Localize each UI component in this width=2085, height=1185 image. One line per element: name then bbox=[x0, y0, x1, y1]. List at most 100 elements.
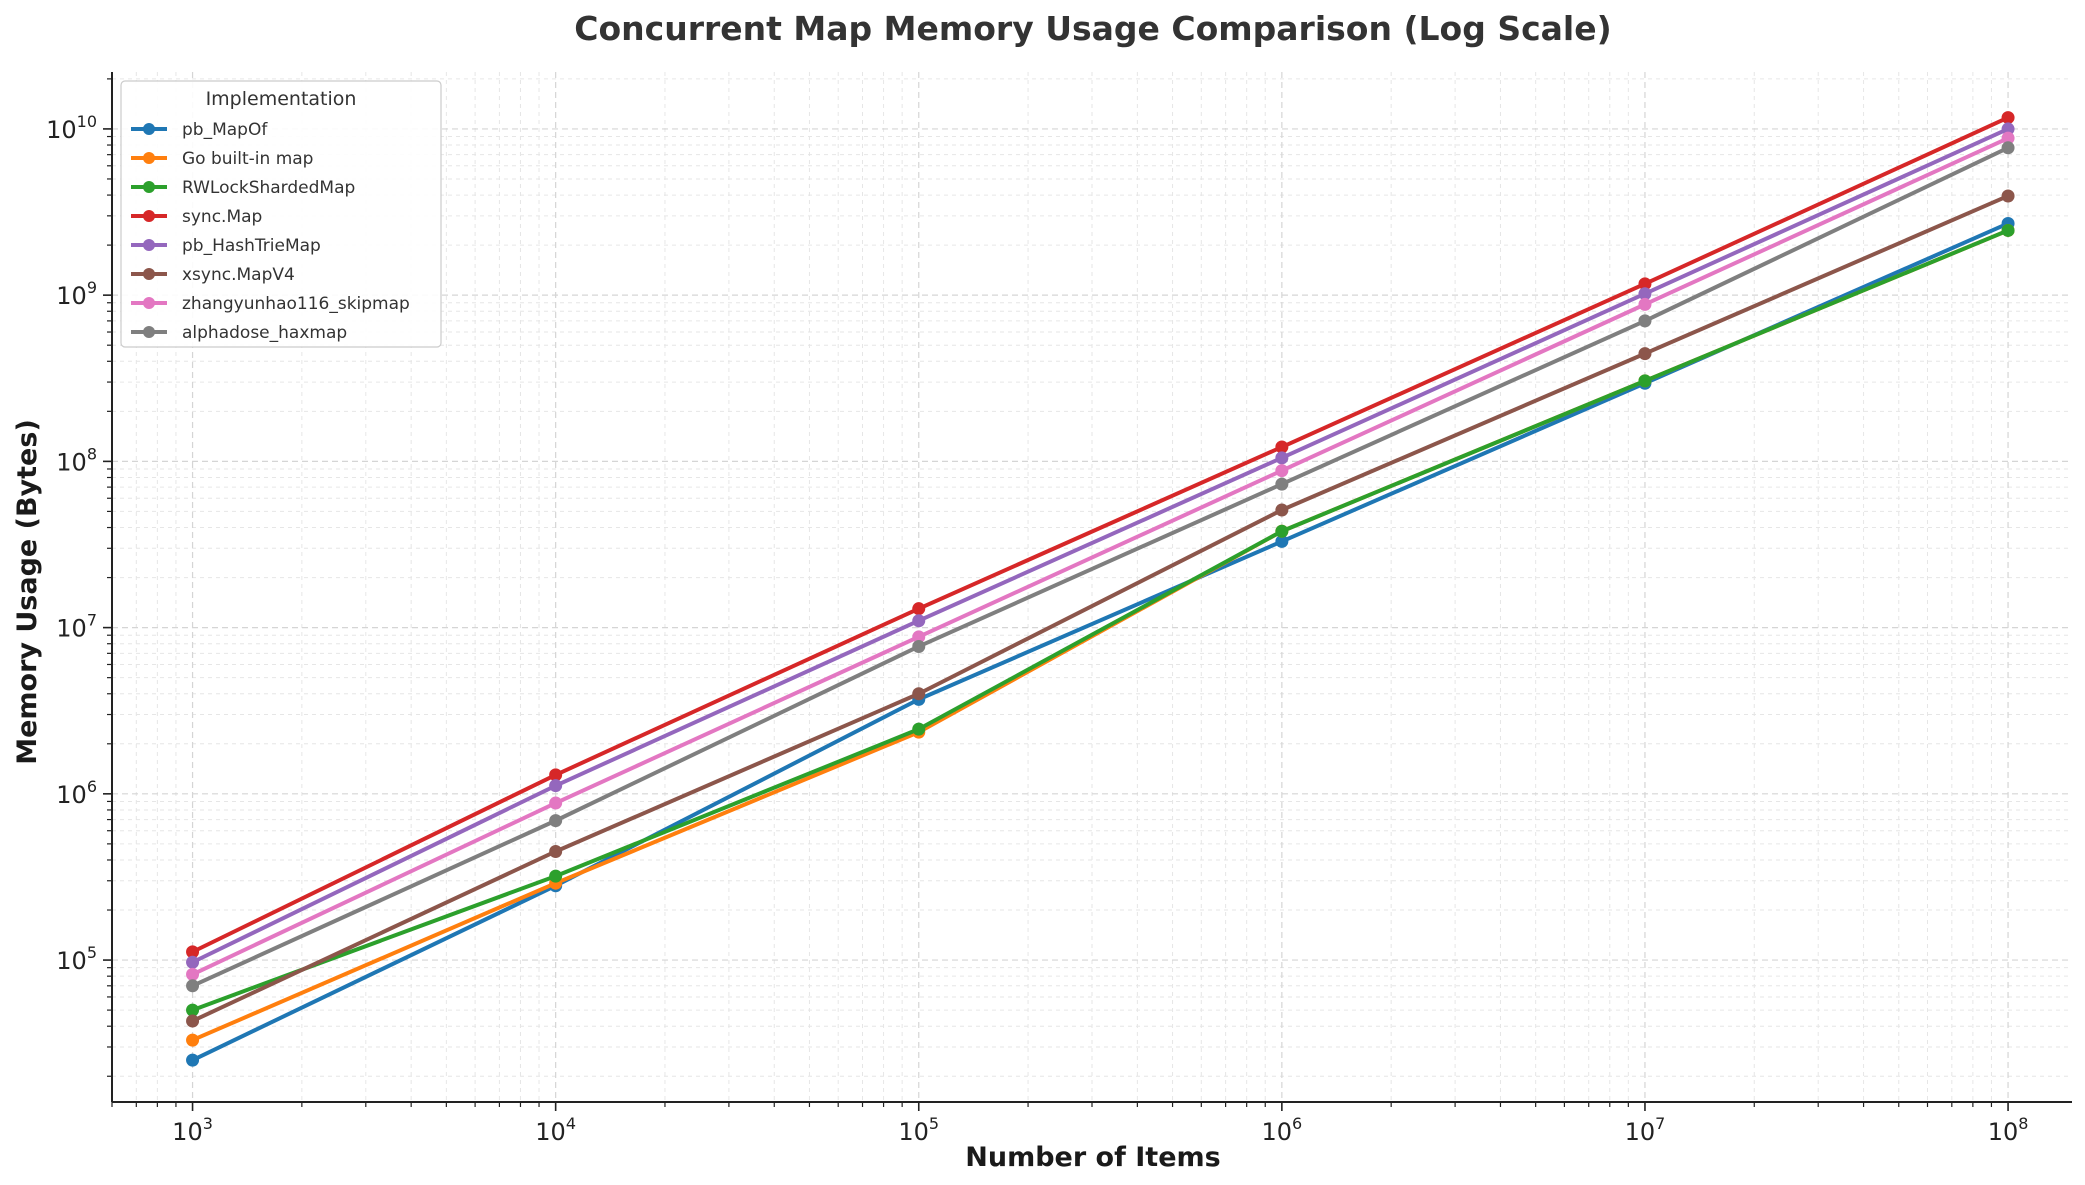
legend-item: alphadose_haxmap bbox=[131, 323, 347, 343]
series-line bbox=[191, 136, 2009, 977]
data-point bbox=[549, 844, 563, 858]
x-tick-label: 107 bbox=[1625, 1114, 1666, 1146]
series-pb-hashtriemap bbox=[186, 122, 2015, 969]
data-point bbox=[1638, 287, 1652, 301]
legend-swatch-marker bbox=[143, 152, 155, 164]
legend-item: sync.Map bbox=[131, 207, 262, 227]
data-point bbox=[1638, 347, 1652, 361]
data-point bbox=[1638, 277, 1652, 291]
data-point bbox=[912, 722, 926, 736]
y-tick-label: 105 bbox=[56, 943, 97, 975]
data-point bbox=[1275, 503, 1289, 517]
legend-item: xsync.MapV4 bbox=[131, 265, 295, 285]
series-line bbox=[191, 127, 2009, 965]
legend-swatch-marker bbox=[143, 123, 155, 135]
legend-swatch-marker bbox=[143, 297, 155, 309]
legend-swatch-marker bbox=[143, 181, 155, 193]
series-zhangyunhao116-skipmap bbox=[186, 131, 2015, 981]
data-point bbox=[2001, 189, 2015, 203]
data-point bbox=[186, 967, 200, 981]
y-tick-label: 1010 bbox=[46, 112, 97, 144]
legend-item: zhangyunhao116_skipmap bbox=[131, 294, 410, 314]
data-point bbox=[186, 1014, 200, 1028]
data-point bbox=[549, 869, 563, 883]
y-tick-label: 108 bbox=[56, 444, 97, 476]
legend: Implementation pb_MapOf Go built-in map RW… bbox=[120, 80, 442, 348]
data-point bbox=[1638, 314, 1652, 328]
legend-item: Go built-in map bbox=[131, 149, 313, 169]
data-point bbox=[1275, 464, 1289, 478]
data-point bbox=[186, 945, 200, 959]
x-tick-label: 104 bbox=[535, 1114, 576, 1146]
data-point bbox=[912, 630, 926, 644]
data-point bbox=[2001, 131, 2015, 145]
data-point bbox=[1638, 374, 1652, 388]
data-point bbox=[1275, 524, 1289, 538]
minor-gridlines bbox=[111, 72, 2072, 1102]
series-alphadose-haxmap bbox=[186, 141, 2015, 993]
x-tick-label: 103 bbox=[172, 1114, 213, 1146]
data-point bbox=[549, 768, 563, 782]
legend-title: Implementation bbox=[206, 88, 357, 110]
data-point bbox=[549, 796, 563, 810]
legend-swatch-marker bbox=[143, 326, 155, 338]
series-xsync-mapv4 bbox=[186, 189, 2015, 1028]
legend-item: pb_MapOf bbox=[131, 120, 268, 140]
x-axis-ticks: 103 104 105 106 107 108 bbox=[111, 1102, 2029, 1146]
y-axis-ticks: 105 106 107 108 109 1010 bbox=[46, 78, 112, 1077]
data-point bbox=[2001, 111, 2015, 125]
data-point bbox=[549, 779, 563, 793]
data-point bbox=[549, 814, 563, 828]
legend-swatch-marker bbox=[143, 268, 155, 280]
legend-label: Go built-in map bbox=[182, 149, 313, 169]
data-point bbox=[912, 602, 926, 616]
series-pb-mapof bbox=[186, 216, 2015, 1067]
data-point bbox=[912, 614, 926, 628]
legend-label: RWLockShardedMap bbox=[182, 178, 355, 198]
legend-label: alphadose_haxmap bbox=[182, 323, 347, 343]
legend-label: pb_MapOf bbox=[182, 120, 268, 140]
x-tick-label: 105 bbox=[898, 1114, 939, 1146]
series-line bbox=[191, 228, 2009, 1012]
data-point bbox=[1275, 451, 1289, 465]
series-line bbox=[191, 221, 2009, 1062]
data-point bbox=[186, 1033, 200, 1047]
data-point bbox=[2001, 122, 2015, 136]
legend-items: pb_MapOf Go built-in map RWLockShardedMap s… bbox=[131, 120, 410, 343]
legend-swatch-marker bbox=[143, 210, 155, 222]
x-tick-label: 106 bbox=[1261, 1114, 1302, 1146]
series-line bbox=[191, 194, 2009, 1023]
data-point bbox=[912, 687, 926, 701]
legend-label: sync.Map bbox=[182, 207, 262, 227]
legend-label: pb_HashTrieMap bbox=[182, 236, 321, 256]
data-point bbox=[1638, 297, 1652, 311]
y-axis-label: Memory Usage (Bytes) bbox=[12, 419, 43, 765]
chart-title: Concurrent Map Memory Usage Comparison (… bbox=[574, 9, 1611, 48]
series-go-built-in-map bbox=[186, 223, 2015, 1047]
legend-frame bbox=[120, 80, 442, 348]
series-sync-map bbox=[186, 111, 2015, 959]
x-tick-label: 108 bbox=[1988, 1114, 2029, 1146]
data-point bbox=[186, 1003, 200, 1017]
data-point bbox=[1275, 534, 1289, 548]
data-point bbox=[912, 639, 926, 653]
series-rwlockshardedmap bbox=[186, 223, 2015, 1017]
y-tick-label: 109 bbox=[56, 278, 97, 310]
legend-item: RWLockShardedMap bbox=[131, 178, 355, 198]
series-line bbox=[191, 145, 2009, 988]
series-line bbox=[191, 115, 2009, 954]
legend-label: xsync.MapV4 bbox=[182, 265, 295, 285]
y-tick-label: 107 bbox=[56, 611, 97, 643]
y-tick-label: 106 bbox=[56, 777, 97, 809]
data-point bbox=[186, 1053, 200, 1067]
x-axis-label: Number of Items bbox=[965, 1142, 1220, 1173]
legend-item: pb_HashTrieMap bbox=[131, 236, 321, 256]
data-point bbox=[186, 955, 200, 969]
data-point bbox=[1275, 477, 1289, 491]
series-layer bbox=[186, 111, 2015, 1067]
legend-swatch-marker bbox=[143, 239, 155, 251]
legend-label: zhangyunhao116_skipmap bbox=[182, 294, 410, 314]
data-point bbox=[2001, 141, 2015, 155]
data-point bbox=[186, 979, 200, 993]
data-point bbox=[2001, 223, 2015, 237]
